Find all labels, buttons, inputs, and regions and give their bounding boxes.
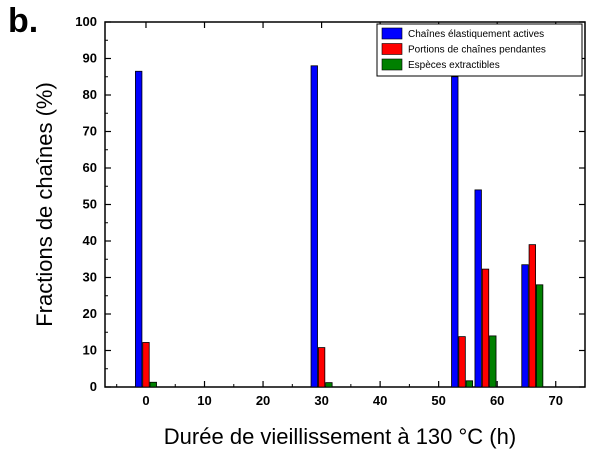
y-tick-label: 80 — [83, 87, 97, 102]
x-tick-label: 50 — [431, 393, 445, 408]
y-tick-label: 20 — [83, 306, 97, 321]
x-tick-label: 10 — [197, 393, 211, 408]
y-tick-label: 50 — [83, 197, 97, 212]
legend-box — [376, 23, 583, 77]
bar — [135, 70, 143, 388]
legend: Chaînes élastiquement actives Portions de… — [376, 23, 583, 77]
y-tick-label: 30 — [83, 270, 97, 285]
bar — [521, 264, 529, 388]
bar — [310, 65, 318, 388]
legend-swatch — [381, 27, 403, 40]
bar — [489, 335, 497, 388]
x-tick-label: 60 — [490, 393, 504, 408]
bar — [481, 268, 490, 388]
legend-label: Espèces extractibles — [408, 60, 500, 71]
bar — [317, 347, 326, 388]
x-tick-label: 20 — [256, 393, 270, 408]
y-tick-label: 40 — [83, 233, 97, 248]
bar — [149, 381, 157, 388]
x-tick-label: 30 — [314, 393, 328, 408]
y-tick-label: 100 — [75, 14, 97, 29]
x-axis-title: Durée de vieillissement à 130 °C (h) — [164, 424, 516, 449]
y-axis-title: Fractions de chaînes (%) — [32, 82, 57, 327]
legend-swatch — [381, 58, 403, 71]
y-tick-label: 90 — [83, 51, 97, 66]
y-tick-label: 10 — [83, 343, 97, 358]
bar — [458, 336, 466, 388]
legend-label: Portions de chaînes pendantes — [408, 45, 546, 56]
plot-frame — [104, 21, 586, 388]
y-tick-label: 60 — [83, 160, 97, 175]
legend-swatch — [381, 43, 403, 55]
legend-label: Chaînes élastiquement actives — [408, 29, 544, 40]
x-tick-label: 70 — [548, 393, 562, 408]
bar — [142, 342, 150, 388]
y-tick-label: 0 — [90, 379, 97, 394]
x-tick-label: 40 — [373, 393, 387, 408]
y-tick-label: 70 — [83, 124, 97, 139]
bar — [474, 189, 482, 388]
x-tick-label: 0 — [142, 393, 149, 408]
panel-label: b. — [8, 2, 39, 40]
bar — [535, 284, 544, 388]
bar — [325, 382, 333, 388]
bar — [451, 76, 459, 388]
bar — [528, 244, 536, 388]
bar — [465, 380, 474, 388]
